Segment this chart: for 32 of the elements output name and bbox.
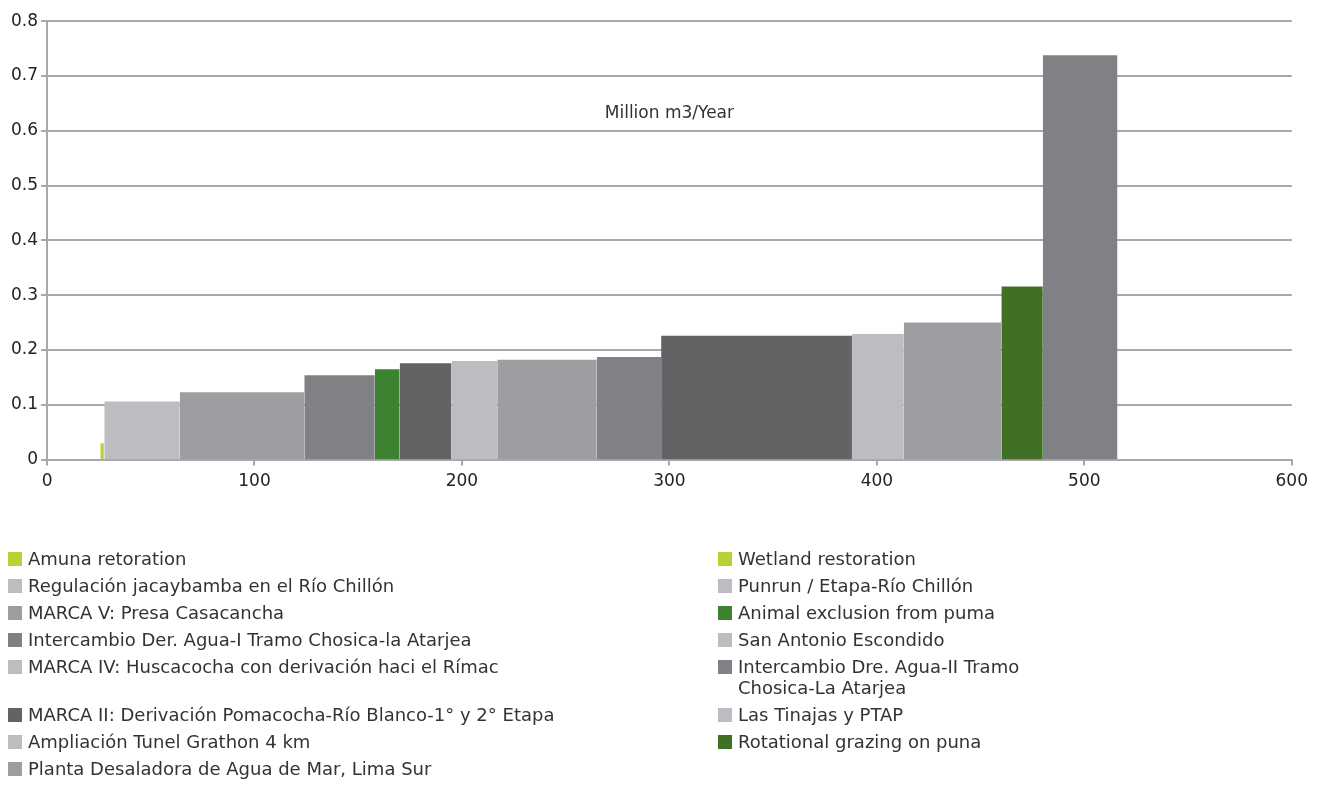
y-tick-label: 0.5 bbox=[10, 174, 39, 195]
x-tick-label: 600 bbox=[1275, 470, 1308, 491]
y-tick-label: 0.7 bbox=[10, 64, 39, 85]
legend-label: Rotational grazing on puna bbox=[738, 731, 982, 752]
legend-label: Las Tinajas y PTAP bbox=[738, 704, 904, 725]
y-tick-label: 0.1 bbox=[10, 393, 39, 414]
x-tick-label: 100 bbox=[238, 470, 271, 491]
legend-label: Punrun / Etapa-Río Chillón bbox=[738, 575, 974, 596]
x-tick-label: 300 bbox=[653, 470, 686, 491]
x-tick-label: 200 bbox=[445, 470, 479, 491]
y-tick-label: 0 bbox=[27, 448, 39, 469]
y-tick-label: 0.3 bbox=[10, 283, 39, 304]
legend-label: Planta Desaladora de Agua de Mar, Lima Sur bbox=[28, 758, 432, 779]
legend-label: MARCA II: Derivación Pomacocha-Río Blanco-1° y 2° Etapa bbox=[28, 704, 555, 725]
legend-label: Wetland restoration bbox=[738, 548, 916, 569]
x-tick-label: 0 bbox=[41, 470, 53, 491]
legend-label: MARCA V: Presa Casacancha bbox=[28, 602, 285, 623]
legend-label: Amuna retoration bbox=[28, 548, 187, 569]
y-tick-label: 0.6 bbox=[10, 119, 39, 140]
legend-label: Intercambio Der. Agua-I Tramo Chosica-la Atarjea bbox=[28, 629, 472, 650]
y-axis-title: Million m3/Year bbox=[604, 101, 735, 122]
x-tick-label: 400 bbox=[860, 470, 894, 491]
legend-label: MARCA IV: Huscacocha con derivación haci el Rímac bbox=[28, 656, 499, 677]
y-tick-label: 0.2 bbox=[10, 338, 39, 359]
legend-label: Intercambio Dre. Agua-II Tramo Chosica-La Atarjea bbox=[738, 656, 1021, 698]
legend-label: Ampliación Tunel Grathon 4 km bbox=[28, 731, 311, 752]
legend-label: Animal exclusion from puma bbox=[738, 602, 995, 623]
y-tick-label: 0.8 bbox=[10, 9, 39, 30]
y-tick-label: 0.4 bbox=[10, 228, 39, 249]
legend-label: San Antonio Escondido bbox=[738, 629, 945, 650]
x-tick-label: 500 bbox=[1068, 470, 1101, 491]
legend-label: Regulación jacaybamba en el Río Chillón bbox=[28, 575, 395, 596]
